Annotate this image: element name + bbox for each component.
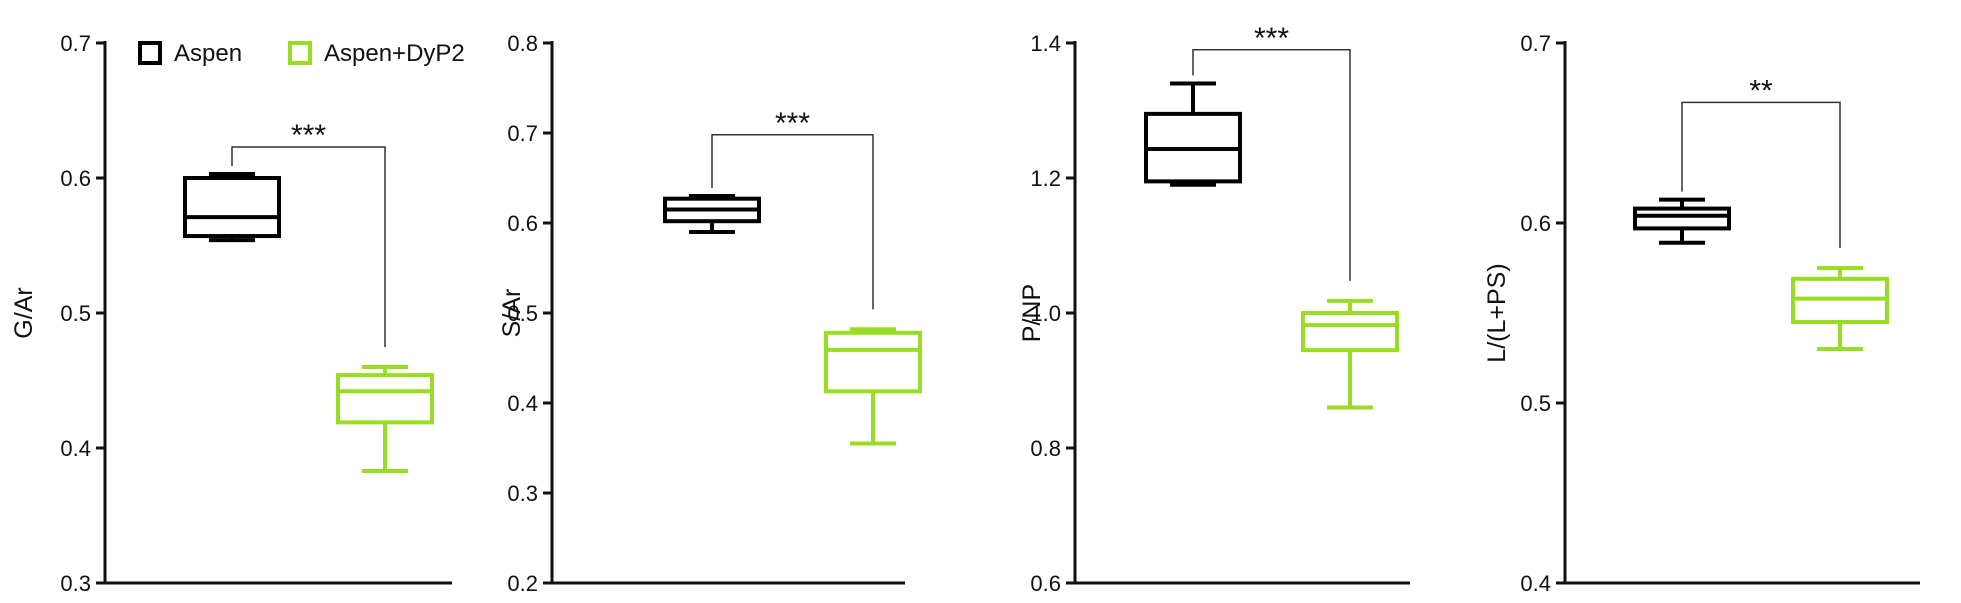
legend-swatch-aspen-dyp2 [288, 41, 312, 65]
y-tick-label: 0.7 [507, 121, 538, 146]
panel-2: 0.2 0.3 0.4 0.5 0.6 0.7 0.8 S/Ar *** [498, 31, 922, 596]
box-iqr [1301, 311, 1399, 353]
box-iqr [336, 373, 434, 425]
significance-label: *** [291, 119, 326, 152]
y-tick-label: 0.7 [60, 31, 91, 56]
y-tick-label: 0.6 [507, 211, 538, 236]
y-tick-label: 0.5 [1520, 391, 1551, 416]
y-tick-label: 1.2 [1030, 166, 1061, 191]
y-tick-label: 0.8 [507, 31, 538, 56]
y-tick-label: 0.4 [507, 391, 538, 416]
legend: Aspen Aspen+DyP2 [138, 40, 465, 67]
box-aspen [1633, 197, 1731, 245]
y-tick-label: 0.2 [507, 571, 538, 596]
box-aspen [663, 194, 761, 234]
box-aspen [1144, 81, 1242, 187]
significance-bracket [1681, 101, 1841, 248]
box-aspen-dyp2 [1301, 298, 1399, 410]
y-axis-title: G/Ar [10, 287, 38, 338]
panel-4: 0.4 0.5 0.6 0.7 L/(L+PS) ** [1483, 31, 1920, 596]
y-tick-label: 0.4 [1520, 571, 1551, 596]
significance-bracket [231, 146, 386, 347]
significance-label: *** [1254, 22, 1289, 55]
y-tick-label: 0.3 [60, 571, 91, 596]
box-aspen [183, 171, 281, 243]
panel-3: 0.6 0.8 1.0 1.2 1.4 P/NP *** [1018, 22, 1410, 596]
y-tick-label: 0.6 [1520, 211, 1551, 236]
box-aspen-dyp2 [336, 365, 434, 473]
significance-bracket [1192, 49, 1351, 281]
box-iqr [183, 176, 281, 239]
legend-label-aspen: Aspen [174, 40, 242, 67]
panel-1: 0.3 0.4 0.5 0.6 0.7 G/Ar *** [10, 31, 452, 596]
y-axis-title: P/NP [1018, 284, 1046, 342]
y-axis-title: L/(L+PS) [1483, 263, 1511, 362]
y-tick-label: 0.5 [60, 301, 91, 326]
significance-label: *** [775, 107, 810, 140]
significance-label: ** [1749, 74, 1773, 107]
y-axis-title: S/Ar [498, 289, 526, 338]
box-iqr [824, 330, 922, 394]
legend-label-aspen-dyp2: Aspen+DyP2 [324, 40, 465, 67]
y-tick-label: 0.3 [507, 481, 538, 506]
box-iqr [1633, 206, 1731, 231]
y-tick-label: 0.8 [1030, 436, 1061, 461]
y-tick-label: 0.6 [60, 166, 91, 191]
y-tick-label: 0.6 [1030, 571, 1061, 596]
y-tick-label: 0.7 [1520, 31, 1551, 56]
y-tick-label: 1.0 [1030, 301, 1061, 326]
box-aspen-dyp2 [824, 327, 922, 446]
y-tick-label: 0.4 [60, 436, 91, 461]
y-tick-label: 0.5 [507, 301, 538, 326]
box-aspen-dyp2 [1791, 266, 1889, 351]
legend-swatch-aspen [138, 41, 162, 65]
significance-bracket [711, 134, 874, 310]
y-tick-label: 1.4 [1030, 31, 1061, 56]
